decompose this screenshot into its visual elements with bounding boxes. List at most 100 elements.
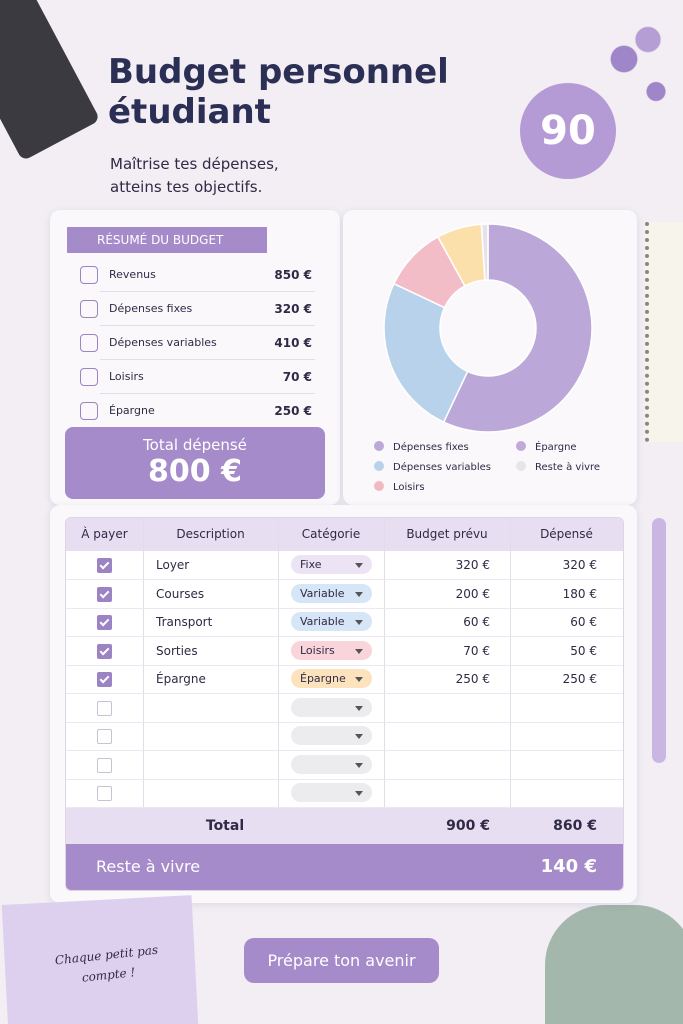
category-pill: Épargne [291, 669, 372, 688]
description: Loyer [156, 558, 190, 572]
title: Budget personnel étudiant [108, 52, 449, 132]
column-header: À payer [81, 527, 128, 541]
pie-slice [442, 223, 593, 433]
remaining-row [66, 844, 623, 890]
legend-dot [516, 461, 526, 471]
row-divider [66, 579, 623, 580]
category-pill [291, 783, 372, 802]
legend-label: Loisirs [393, 482, 425, 493]
subtitle: Maîtrise tes dépenses, atteins tes objec… [110, 155, 279, 196]
row-divider [66, 636, 623, 637]
summary-divider [100, 359, 315, 360]
row-divider [66, 664, 623, 666]
summary-divider [100, 393, 315, 394]
total-label: Total [205, 818, 245, 834]
summary-value: 70 € [282, 370, 312, 384]
row-divider [66, 693, 623, 694]
checkbox [97, 643, 112, 659]
cta-button[interactable]: Prépare ton avenir [244, 938, 439, 983]
category-pill [291, 697, 372, 717]
description: Épargne [156, 672, 206, 686]
notebook-decoration [645, 222, 683, 442]
legend-dot [374, 441, 384, 451]
total-value: 800 € [148, 454, 242, 489]
legend-dot [374, 461, 384, 471]
budget: 250 € [455, 672, 490, 686]
column-divider [278, 518, 279, 808]
budget: 200 € [455, 586, 490, 601]
spent: 60 € [570, 615, 597, 629]
category-pill: Variable [291, 583, 372, 603]
legend-label: Dépenses variables [393, 461, 491, 473]
total-row [66, 808, 623, 844]
summary-value: 320 € [274, 302, 312, 316]
table-header [66, 518, 623, 551]
budget: 320 € [455, 558, 490, 572]
plant-decoration [545, 905, 683, 1024]
laptop-decoration [0, 0, 101, 162]
total-budget: 900 € [446, 818, 490, 834]
total-spent: 860 € [553, 818, 597, 834]
budget: 70 € [463, 643, 490, 658]
checkbox [97, 700, 112, 716]
column-header: Budget prévu [406, 527, 488, 541]
summary-icon [80, 368, 98, 386]
summary-label: Dépenses fixes [109, 302, 193, 315]
remaining-value: 140 € [540, 856, 597, 877]
row-divider [66, 721, 623, 723]
total-label: Total dépensé [143, 436, 247, 454]
checkbox [97, 729, 112, 744]
column-header: Catégorie [301, 527, 361, 541]
summary-value: 250 € [274, 404, 312, 418]
spent: 180 € [562, 586, 597, 601]
column-header: Dépensé [540, 527, 593, 541]
row-divider [66, 807, 623, 808]
spent: 250 € [562, 672, 597, 686]
summary-divider [100, 291, 315, 292]
legend-dot [374, 481, 384, 491]
budget-table: À payer Description Catégorie Budget prévu D… [65, 517, 624, 891]
summary-label: Loisirs [109, 370, 144, 383]
legend-label: Épargne [535, 440, 577, 453]
remaining-label: Reste à vivre [96, 857, 201, 876]
description: Transport [156, 615, 213, 629]
summary-divider [100, 325, 315, 326]
category-pill: Loisirs [291, 640, 372, 660]
summary-icon [80, 266, 98, 284]
spent: 50 € [570, 643, 597, 658]
description: Sorties [156, 643, 198, 658]
legend-label: Dépenses fixes [393, 441, 469, 453]
checkbox [97, 558, 112, 573]
pie-slice [383, 282, 469, 424]
column-divider [510, 518, 511, 808]
category-pill: Variable [291, 612, 372, 631]
row-divider [66, 750, 623, 751]
category-pill [291, 726, 372, 745]
column-header: Description [176, 527, 245, 541]
description: Courses [156, 586, 205, 601]
category-pill: Fixe [291, 555, 372, 574]
summary-icon [80, 300, 98, 318]
row-divider [66, 778, 623, 780]
category-pill [291, 754, 372, 774]
checkbox [97, 615, 112, 630]
summary-value: 850 € [274, 268, 312, 282]
checkbox [97, 672, 112, 687]
budget: 60 € [463, 615, 490, 629]
pie-slice [480, 223, 489, 281]
row-divider [66, 607, 623, 609]
summary-label: Revenus [109, 268, 156, 281]
summary-icon [80, 334, 98, 352]
checkbox [97, 786, 112, 801]
column-divider [143, 518, 144, 808]
checkbox [97, 757, 112, 773]
spent: 320 € [562, 558, 597, 572]
checkbox [97, 586, 112, 602]
summary-title: RÉSUMÉ DU BUDGET [67, 227, 267, 253]
donut-chart: Dépenses fixes Dépenses variables Loisirs É… [374, 223, 600, 493]
column-divider [384, 518, 385, 808]
summary-icon [80, 402, 98, 420]
score-badge: 90 [520, 83, 616, 179]
summary-label: Épargne [109, 404, 155, 417]
